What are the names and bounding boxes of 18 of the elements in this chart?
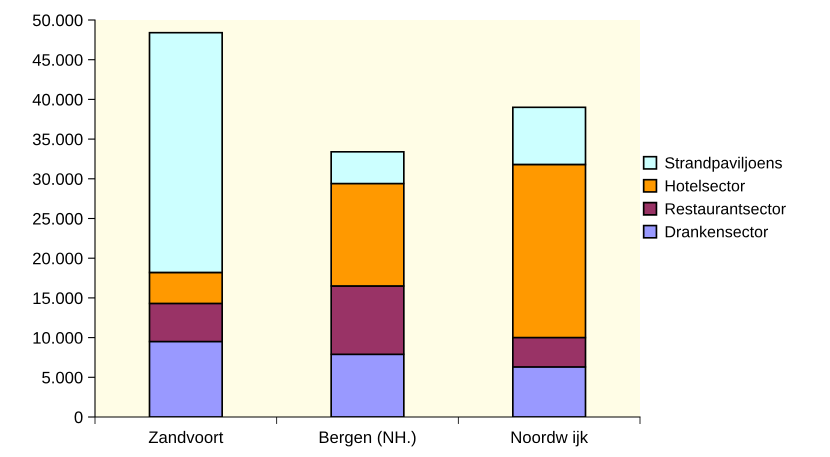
y-tick-label: 30.000 xyxy=(32,173,83,186)
x-tick-label: Zandvoort xyxy=(148,430,224,444)
y-tick-label: 0 xyxy=(74,411,83,424)
y-tick-label: 10.000 xyxy=(33,332,83,344)
legend-label: Hotelsector xyxy=(666,180,745,192)
x-tick-label: Bergen (NH.) xyxy=(320,430,416,446)
legend-label: Strandpaviljoens xyxy=(665,156,782,172)
y-tick-label: 5.000 xyxy=(42,372,83,384)
y-tick-label: 20.000 xyxy=(33,252,83,264)
y-tick-label: 15.000 xyxy=(33,292,83,304)
y-tick-label: 40.000 xyxy=(32,94,83,106)
legend-label: Restaurantsector xyxy=(666,203,786,214)
y-tick-label: 50.000 xyxy=(32,14,83,26)
legend-label: Drankensector xyxy=(666,226,768,238)
x-tick-label: Noordw ijk xyxy=(512,430,588,446)
y-tick-label: 45.000 xyxy=(32,54,83,66)
y-tick-label: 25.000 xyxy=(33,212,83,225)
y-tick-label: 35.000 xyxy=(32,134,83,146)
